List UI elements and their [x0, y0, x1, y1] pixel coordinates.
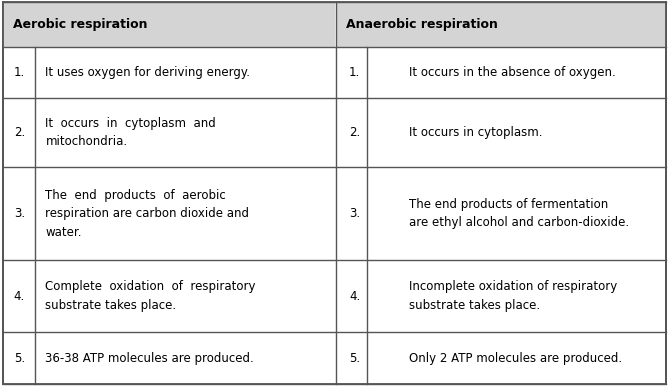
Text: It uses oxygen for deriving energy.: It uses oxygen for deriving energy.: [45, 66, 250, 79]
Text: 3.: 3.: [349, 207, 360, 220]
Bar: [337, 2, 666, 47]
Text: 5.: 5.: [14, 352, 25, 365]
Text: 36-38 ATP molecules are produced.: 36-38 ATP molecules are produced.: [45, 352, 254, 365]
Text: 1.: 1.: [14, 66, 25, 79]
Text: The end products of fermentation
are ethyl alcohol and carbon-dioxide.: The end products of fermentation are eth…: [409, 198, 629, 230]
Text: 2.: 2.: [349, 126, 360, 139]
Text: Anaerobic respiration: Anaerobic respiration: [346, 18, 498, 31]
Bar: [3, 2, 335, 47]
Text: 4.: 4.: [349, 290, 360, 303]
Text: 3.: 3.: [14, 207, 25, 220]
Text: Incomplete oxidation of respiratory
substrate takes place.: Incomplete oxidation of respiratory subs…: [409, 280, 617, 312]
Text: 1.: 1.: [349, 66, 360, 79]
Text: 5.: 5.: [349, 352, 360, 365]
Text: 4.: 4.: [14, 290, 25, 303]
Text: It occurs in the absence of oxygen.: It occurs in the absence of oxygen.: [409, 66, 615, 79]
Text: It  occurs  in  cytoplasm  and
mitochondria.: It occurs in cytoplasm and mitochondria.: [45, 117, 216, 148]
Text: Complete  oxidation  of  respiratory
substrate takes place.: Complete oxidation of respiratory substr…: [45, 280, 256, 312]
Text: Only 2 ATP molecules are produced.: Only 2 ATP molecules are produced.: [409, 352, 622, 365]
Text: Aerobic respiration: Aerobic respiration: [13, 18, 148, 31]
Text: It occurs in cytoplasm.: It occurs in cytoplasm.: [409, 126, 543, 139]
Text: The  end  products  of  aerobic
respiration are carbon dioxide and
water.: The end products of aerobic respiration …: [45, 189, 250, 239]
Text: 2.: 2.: [14, 126, 25, 139]
